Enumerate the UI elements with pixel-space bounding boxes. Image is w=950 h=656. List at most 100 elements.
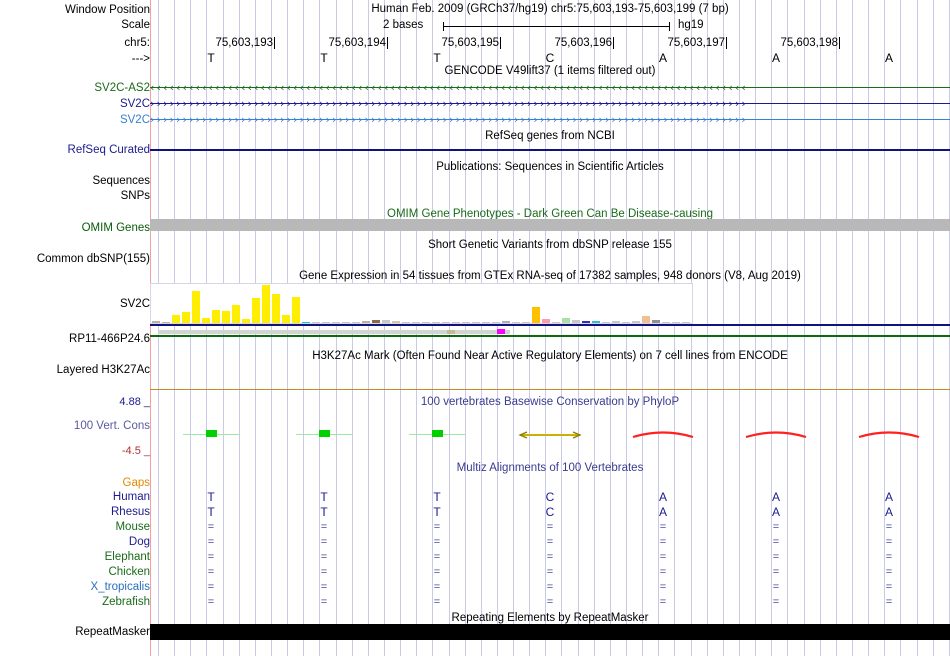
gtex-bar	[312, 322, 321, 323]
omim-title: OMIM Gene Phenotypes - Dark Green Can Be…	[387, 208, 713, 220]
gtex-bar	[302, 322, 311, 323]
grid-line	[917, 0, 918, 656]
multiz-gap: =	[659, 566, 667, 578]
label-species-x-tropicalis[interactable]: X_tropicalis	[90, 581, 150, 593]
label-species-human[interactable]: Human	[112, 491, 150, 503]
grid-line	[529, 0, 530, 656]
multiz-gap: =	[885, 521, 893, 533]
ruler-coordinate: 75,603,193	[215, 37, 273, 49]
gtex-bar	[392, 321, 401, 323]
gtex-bar	[492, 322, 501, 323]
gtex-bar	[272, 294, 281, 323]
repeatmasker-bar[interactable]	[150, 624, 950, 640]
label-refseq-curated[interactable]: RefSeq Curated	[67, 144, 150, 156]
label-omim-genes[interactable]: OMIM Genes	[81, 222, 150, 234]
omim-gene-bar[interactable]	[150, 219, 950, 231]
label-species-chicken[interactable]: Chicken	[108, 566, 150, 578]
ruler-tick	[500, 37, 501, 49]
label-repeatmasker[interactable]: RepeatMasker	[75, 626, 150, 638]
gene-strand-arrows: ‹‹‹‹‹‹‹‹‹‹‹‹‹‹‹‹‹‹‹‹‹‹‹‹‹‹‹‹‹‹‹‹‹‹‹‹‹‹‹‹…	[150, 82, 748, 94]
multiz-gap: =	[320, 551, 328, 563]
left-edge-marker	[150, 0, 151, 656]
ruler-tick	[839, 37, 840, 49]
grid-line	[723, 0, 724, 656]
label-species-mouse[interactable]: Mouse	[115, 521, 150, 533]
grid-line	[513, 0, 514, 656]
label-gene-sv2c-as2[interactable]: SV2C-AS2	[94, 82, 150, 94]
track-data-area[interactable]: Human Feb. 2009 (GRCh37/hg19) chr5:75,60…	[150, 0, 950, 656]
gtex-bar	[632, 321, 641, 323]
label-species-rhesus[interactable]: Rhesus	[111, 506, 150, 518]
label-rp11-466p24-6[interactable]: RP11-466P24.6	[69, 333, 150, 345]
label-100-vert-cons[interactable]: 100 Vert. Cons	[73, 420, 150, 432]
conservation-gap-arrow	[518, 430, 582, 439]
gtex-bar	[642, 316, 651, 323]
refseq-feature-line[interactable]	[150, 149, 950, 151]
gtex-chart-panel[interactable]	[150, 283, 693, 324]
gtex-bar	[322, 322, 331, 323]
gtex-bar	[512, 322, 521, 323]
gtex-bar	[242, 319, 251, 323]
label-sequences[interactable]: Sequences	[92, 175, 150, 187]
ruler-tick	[274, 37, 275, 49]
gtex-bar	[662, 322, 671, 323]
label-species-elephant[interactable]: Elephant	[104, 551, 150, 563]
conservation-title: 100 vertebrates Basewise Conservation by…	[420, 396, 680, 408]
multiz-gap: =	[207, 551, 215, 563]
multiz-gap: =	[433, 521, 441, 533]
multiz-base: T	[207, 505, 215, 519]
label-strand[interactable]: --->	[131, 53, 150, 65]
lncrna-feature-line[interactable]	[150, 335, 950, 337]
multiz-base: C	[545, 505, 555, 519]
gtex-bar	[372, 320, 381, 323]
label-scale[interactable]: Scale	[121, 19, 150, 31]
grid-line	[658, 0, 659, 656]
refseq-title: RefSeq genes from NCBI	[485, 130, 615, 142]
grid-line	[642, 0, 643, 656]
label-layered-h3k27ac[interactable]: Layered H3K27Ac	[56, 364, 150, 376]
gtex-bar	[332, 322, 341, 323]
gene-row-sv2c-as2[interactable]: ‹‹‹‹‹‹‹‹‹‹‹‹‹‹‹‹‹‹‹‹‹‹‹‹‹‹‹‹‹‹‹‹‹‹‹‹‹‹‹‹…	[150, 82, 950, 94]
gene-row-sv2c-blue[interactable]: ››››››››››››››››››››››››››››››››››››››››…	[150, 114, 950, 126]
grid-line	[287, 0, 288, 656]
gtex-baseline	[150, 324, 950, 326]
gtex-bar	[602, 322, 611, 323]
gtex-bar	[292, 297, 301, 323]
label-gene-sv2c-navy[interactable]: SV2C	[119, 98, 150, 110]
label-gene-sv2c-blue[interactable]: SV2C	[119, 114, 150, 126]
label-chrom[interactable]: chr5:	[124, 37, 150, 49]
label-common-dbsnp[interactable]: Common dbSNP(155)	[36, 253, 150, 265]
label-species-dog[interactable]: Dog	[128, 536, 150, 548]
label-species-zebrafish[interactable]: Zebrafish	[102, 596, 150, 608]
conservation-negative-arc	[857, 428, 921, 440]
label-gtex-sv2c[interactable]: SV2C	[119, 298, 150, 310]
gtex-bar	[182, 312, 191, 323]
gtex-bar	[572, 320, 581, 323]
gtex-bar	[672, 322, 681, 323]
grid-line	[610, 0, 611, 656]
label-gaps[interactable]: Gaps	[122, 477, 151, 489]
grid-line	[868, 0, 869, 656]
label-snps[interactable]: SNPs	[120, 190, 150, 202]
grid-line	[594, 0, 595, 656]
label-window-position[interactable]: Window Position	[64, 4, 150, 16]
multiz-base: T	[433, 505, 441, 519]
grid-line	[497, 0, 498, 656]
multiz-gap: =	[320, 581, 328, 593]
ruler-coordinate: 75,603,197	[667, 37, 725, 49]
gtex-bar	[462, 322, 471, 323]
grid-line	[384, 0, 385, 656]
multiz-base: C	[545, 490, 555, 504]
grid-line	[787, 0, 788, 656]
multiz-gap: =	[320, 596, 328, 608]
lncrna-magenta-mark[interactable]	[497, 329, 505, 334]
grid-line	[223, 0, 224, 656]
ruler-base: T	[320, 51, 328, 65]
grid-line	[561, 0, 562, 656]
gene-row-sv2c-navy[interactable]: ››››››››››››››››››››››››››››››››››››››››…	[150, 98, 950, 110]
gencode-title: GENCODE V49lift37 (1 items filtered out)	[444, 65, 656, 77]
grid-line	[352, 0, 353, 656]
grid-line	[336, 0, 337, 656]
gtex-bar	[222, 311, 231, 323]
gtex-bar	[442, 322, 451, 323]
